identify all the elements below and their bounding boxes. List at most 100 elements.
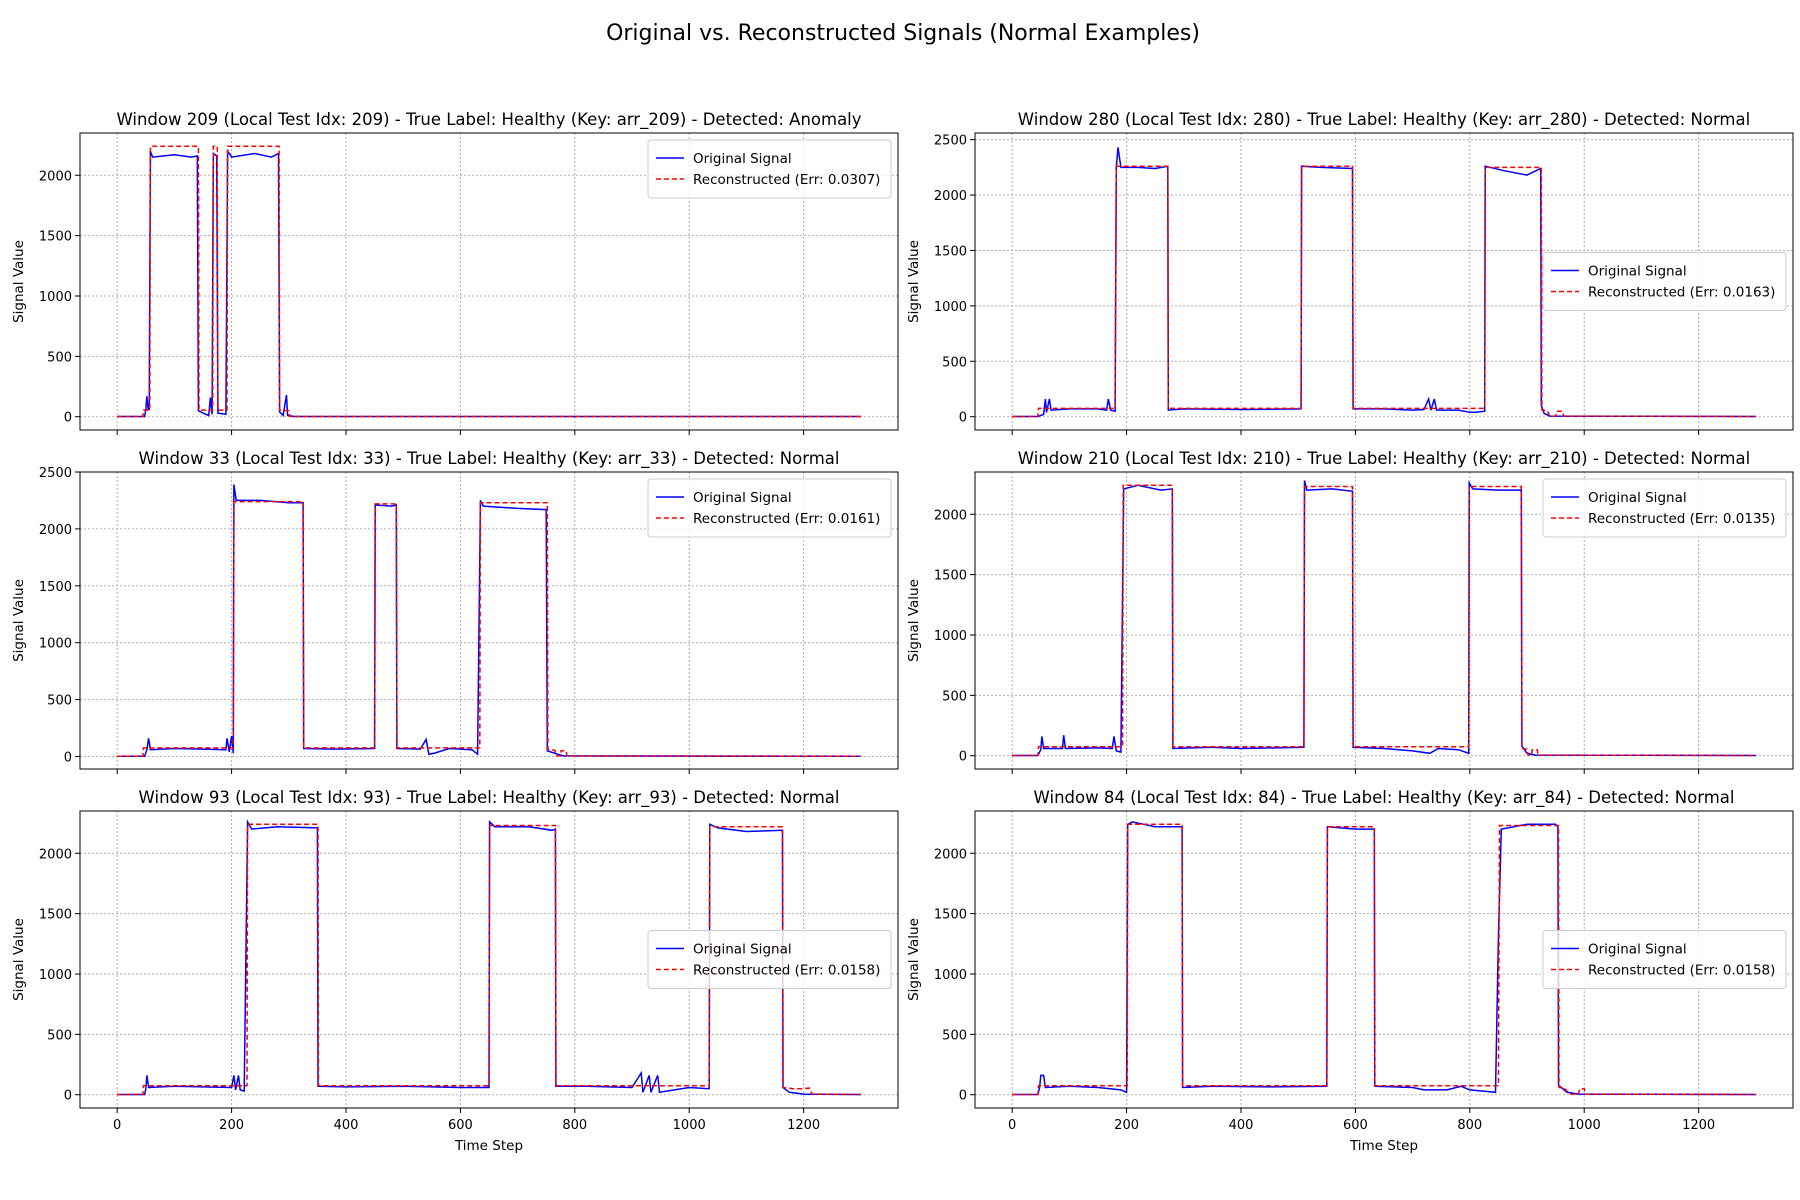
legend-entry-label: Original Signal — [693, 942, 792, 958]
y-tick-label: 0 — [64, 1089, 72, 1104]
axes-frame — [79, 810, 899, 1109]
y-tick-label: 0 — [64, 411, 72, 426]
x-tick-label: 1000 — [1568, 1118, 1601, 1133]
y-tick-label: 1500 — [934, 569, 967, 584]
y-axis-label: Signal Value — [11, 579, 27, 662]
y-axis-label: Signal Value — [906, 918, 922, 1001]
y-tick-label: 500 — [942, 689, 967, 704]
y-tick-label: 1500 — [39, 230, 72, 245]
x-tick-label: 0 — [1008, 1118, 1016, 1133]
legend-box — [647, 478, 892, 538]
x-tick-label: 1200 — [1682, 1118, 1715, 1133]
x-tick-label: 400 — [334, 1118, 359, 1133]
axes-frame — [974, 810, 1794, 1109]
legend-entry-label: Reconstructed (Err: 0.0163) — [1588, 285, 1775, 301]
y-tick-label: 1500 — [934, 908, 967, 923]
series-line-reconstructed — [117, 823, 861, 1096]
y-tick-label: 0 — [959, 750, 967, 765]
legend-entry-label: Reconstructed (Err: 0.0158) — [1588, 963, 1775, 979]
legend-entry-label: Original Signal — [693, 151, 792, 167]
legend-entry-label: Original Signal — [693, 490, 792, 506]
legend: Original Signal Reconstructed (Err: 0.030… — [647, 139, 892, 199]
y-axis-label: Signal Value — [906, 240, 922, 323]
x-tick-label: 0 — [113, 1118, 121, 1133]
legend-box — [1542, 930, 1787, 989]
y-tick-label: 2000 — [934, 189, 967, 204]
subplot-3: 0 500 1000 1500 2000 2500 Window 33 (Local Tes… — [11, 449, 899, 774]
y-tick-label: 1000 — [39, 290, 72, 305]
subplot-5: 0 200 400 600 800 1000 1200 0 500 1000 1500 2000 Win… — [11, 788, 899, 1154]
legend: Original Signal Reconstructed (Err: 0.013… — [1542, 478, 1787, 538]
legend: Original Signal Reconstructed (Err: 0.015… — [1542, 930, 1787, 989]
y-tick-label: 2000 — [39, 847, 72, 862]
subplot-title: Window 280 (Local Test Idx: 280) - True … — [1018, 110, 1750, 130]
y-tick-label: 500 — [942, 1028, 967, 1043]
x-tick-label: 1000 — [673, 1118, 706, 1133]
legend-entry-label: Original Signal — [1588, 490, 1687, 506]
y-tick-label: 0 — [959, 411, 967, 426]
legend-box — [647, 139, 892, 199]
y-tick-label: 2500 — [39, 466, 72, 481]
subplot-6: 0 200 400 600 800 1000 1200 0 500 1000 1500 2000 Win… — [906, 788, 1794, 1154]
legend-box — [647, 930, 892, 989]
series-line-reconstructed — [117, 500, 861, 758]
x-tick-label: 400 — [1229, 1118, 1254, 1133]
axes-frame — [79, 132, 899, 431]
subplot-4: 0 500 1000 1500 2000 Window 210 (Local Test I… — [906, 449, 1794, 774]
y-tick-label: 1000 — [39, 968, 72, 983]
legend-entry-label: Reconstructed (Err: 0.0307) — [693, 172, 880, 188]
axes-frame — [79, 471, 899, 770]
legend-entry-label: Reconstructed (Err: 0.0135) — [1588, 511, 1775, 527]
y-tick-label: 1000 — [934, 629, 967, 644]
series-line-original — [1012, 480, 1756, 757]
y-tick-label: 1500 — [39, 908, 72, 923]
x-axis-label: Time Step — [454, 1138, 523, 1154]
y-tick-label: 500 — [942, 355, 967, 370]
x-tick-label: 1200 — [787, 1118, 820, 1133]
axes-frame — [974, 132, 1794, 431]
legend-box — [1542, 252, 1787, 311]
y-tick-label: 2000 — [39, 169, 72, 184]
y-tick-label: 1500 — [934, 244, 967, 259]
series-line-original — [117, 148, 861, 418]
x-tick-label: 800 — [1457, 1118, 1482, 1133]
y-axis-label: Signal Value — [11, 240, 27, 323]
legend: Original Signal Reconstructed (Err: 0.015… — [647, 930, 892, 989]
y-tick-label: 500 — [47, 1028, 72, 1043]
x-tick-label: 200 — [1114, 1118, 1139, 1133]
subplot-2: 0 500 1000 1500 2000 2500 Window 280 (Local Te… — [906, 110, 1794, 435]
legend: Original Signal Reconstructed (Err: 0.016… — [647, 478, 892, 538]
legend-entry-label: Reconstructed (Err: 0.0161) — [693, 511, 880, 527]
series-line-reconstructed — [1012, 823, 1756, 1096]
x-tick-label: 600 — [1343, 1118, 1368, 1133]
subplot-title: Window 33 (Local Test Idx: 33) - True La… — [139, 449, 840, 469]
subplot-title: Window 210 (Local Test Idx: 210) - True … — [1018, 449, 1750, 469]
x-tick-label: 800 — [562, 1118, 587, 1133]
y-tick-label: 2000 — [39, 523, 72, 538]
figure-suptitle: Original vs. Reconstructed Signals (Norm… — [606, 21, 1200, 46]
axes-frame — [974, 471, 1794, 770]
legend-entry-label: Reconstructed (Err: 0.0158) — [693, 963, 880, 979]
y-tick-label: 2500 — [934, 134, 967, 149]
legend: Original Signal Reconstructed (Err: 0.016… — [1542, 252, 1787, 311]
y-tick-label: 500 — [47, 694, 72, 709]
y-tick-label: 1500 — [39, 580, 72, 595]
y-tick-label: 2000 — [934, 508, 967, 523]
x-axis-label: Time Step — [1349, 1138, 1418, 1154]
y-axis-label: Signal Value — [11, 918, 27, 1001]
subplot-title: Window 84 (Local Test Idx: 84) - True La… — [1034, 788, 1735, 808]
x-tick-label: 600 — [448, 1118, 473, 1133]
y-tick-label: 500 — [47, 350, 72, 365]
y-tick-label: 1000 — [39, 637, 72, 652]
y-tick-label: 2000 — [934, 847, 967, 862]
subplot-title: Window 93 (Local Test Idx: 93) - True La… — [139, 788, 840, 808]
series-line-reconstructed — [1012, 484, 1756, 757]
subplot-1: 0 500 1000 1500 2000 Window 209 (Local Test I… — [11, 110, 899, 435]
y-axis-label: Signal Value — [906, 579, 922, 662]
x-tick-label: 200 — [219, 1118, 244, 1133]
y-tick-label: 1000 — [934, 300, 967, 315]
legend-entry-label: Original Signal — [1588, 264, 1687, 280]
